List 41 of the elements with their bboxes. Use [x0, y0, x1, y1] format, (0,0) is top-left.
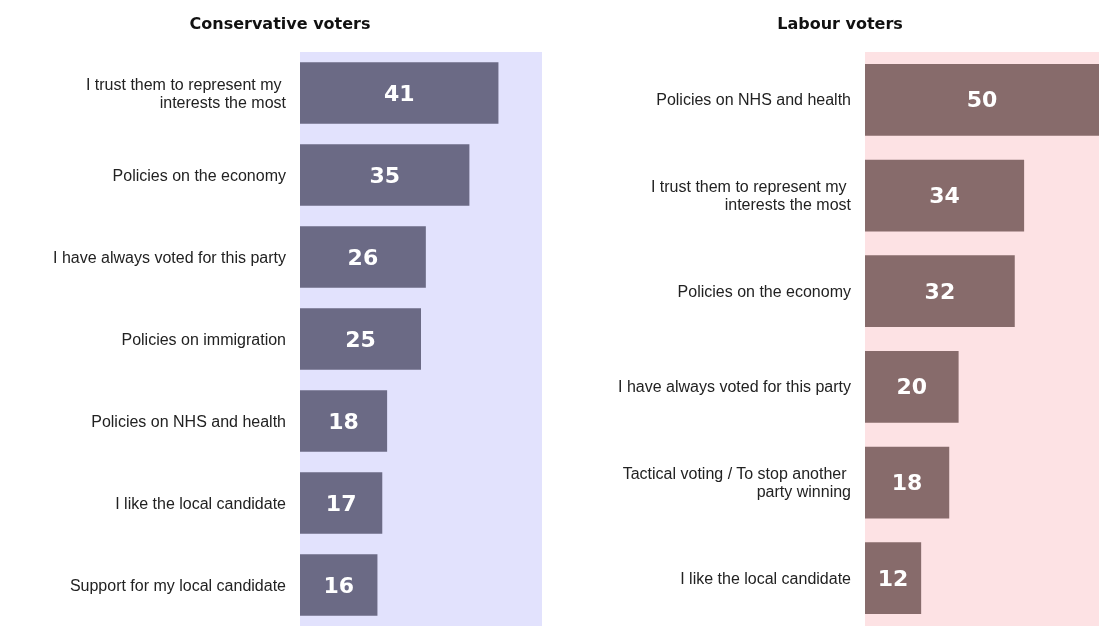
- bar: [300, 390, 388, 452]
- y-tick-label: I like the local candidate: [115, 494, 287, 512]
- data-label: 18: [328, 408, 359, 434]
- data-label: 25: [345, 326, 376, 352]
- y-tick-label: I trust them to represent my interests the most: [650, 178, 852, 213]
- y-tick-label: Policies on NHS and health: [91, 412, 286, 430]
- y-tick-label: I have always voted for this party: [618, 378, 851, 396]
- y-tick-label: Policies on the economy: [677, 282, 851, 300]
- bar: [865, 63, 1099, 136]
- bar: [865, 446, 950, 519]
- bar: [865, 159, 1025, 232]
- y-tick-label: I trust them to represent my interests the most: [85, 75, 287, 111]
- bar: [300, 554, 378, 616]
- y-tick-label: Policies on the economy: [112, 166, 286, 184]
- bar: [300, 472, 383, 534]
- data-label: 26: [347, 244, 379, 270]
- bar: [300, 144, 470, 206]
- data-label: 34: [929, 183, 960, 208]
- data-label: 35: [369, 162, 401, 188]
- data-label: 20: [896, 374, 928, 400]
- data-label: 12: [877, 565, 909, 591]
- bar: [300, 62, 499, 124]
- y-tick-label: Policies on immigration: [121, 330, 286, 348]
- data-label: 50: [966, 87, 998, 113]
- bar: [300, 308, 421, 370]
- data-label: 17: [325, 490, 357, 516]
- chart-title: Conservative voters: [189, 13, 371, 33]
- y-tick-label: Policies on NHS and health: [656, 91, 851, 109]
- y-tick-label: I have always voted for this party: [53, 248, 286, 266]
- data-label: 32: [924, 278, 956, 304]
- data-label: 41: [383, 80, 415, 106]
- y-tick-label: Support for my local candidate: [69, 576, 287, 594]
- data-label: 18: [891, 470, 923, 495]
- chart-title: Labour voters: [777, 13, 903, 33]
- bar: [865, 255, 1015, 328]
- bar: [865, 542, 922, 615]
- y-tick-label: Tactical voting / To stop another party winning: [622, 465, 851, 500]
- bar: [300, 226, 426, 288]
- y-tick-label: I like the local candidate: [680, 569, 852, 587]
- data-label: 16: [323, 572, 355, 598]
- bar: [865, 350, 959, 423]
